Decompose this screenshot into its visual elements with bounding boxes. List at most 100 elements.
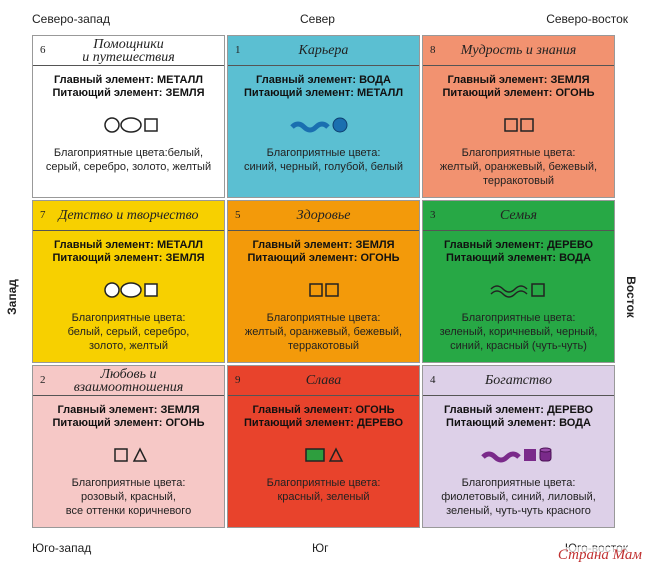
- colors-line: Благоприятные цвета:белый,: [53, 147, 204, 159]
- bagua-cell: 5 Здоровье Главный элемент: ЗЕМЛЯ Питающий …: [227, 200, 420, 363]
- feeding-element: Питающий элемент: ЗЕМЛЯ: [52, 87, 205, 99]
- compass-label: Северо-запад: [32, 12, 110, 26]
- cell-title: Богатство: [484, 373, 553, 388]
- feeding-element: Питающий элемент: ОГОНЬ: [52, 417, 205, 429]
- bagua-cell: 2 Любовь и взаимоотношения Главный элемент:…: [32, 365, 225, 528]
- cell-title: Карьера: [298, 43, 349, 58]
- colors-line: розовый, красный,: [81, 491, 176, 503]
- favorable-colors: Благоприятные цвета: фиолетовый, синий, л…: [423, 476, 614, 518]
- elements: Главный элемент: ЗЕМЛЯ Питающий элемент: …: [228, 239, 419, 265]
- colors-line: Благоприятные цвета:: [71, 477, 186, 489]
- feeding-element: Питающий элемент: ВОДА: [446, 417, 591, 429]
- colors-line: Благоприятные цвета:: [461, 147, 576, 159]
- colors-line: фиолетовый, синий, лиловый,: [441, 491, 596, 503]
- main-element: Главный элемент: ЗЕМЛЯ: [447, 74, 590, 86]
- cell-title: Детство и творчество: [58, 208, 199, 223]
- main-element: Главный элемент: ЗЕМЛЯ: [252, 239, 395, 251]
- cell-header: 6 Помощники и путешествия: [33, 36, 224, 66]
- compass-label: Восток: [623, 276, 638, 318]
- element-symbols: [480, 447, 551, 463]
- cell-number: 1: [235, 44, 241, 56]
- bagua-cell: 9 Слава Главный элемент: ОГОНЬ Питающий эле…: [227, 365, 420, 528]
- favorable-colors: Благоприятные цвета: розовый, красный, все…: [33, 476, 224, 518]
- compass-label: Север: [300, 12, 335, 26]
- cell-header: 4 Богатство: [423, 366, 614, 396]
- colors-line: желтый, оранжевый, бежевый,: [439, 161, 598, 173]
- elements: Главный элемент: ОГОНЬ Питающий элемент: …: [228, 404, 419, 430]
- feeding-element: Питающий элемент: ОГОНЬ: [247, 252, 400, 264]
- watermark: Страна Мам: [557, 547, 642, 564]
- feeding-element: Питающий элемент: МЕТАЛЛ: [243, 87, 404, 99]
- colors-line: серый, серебро, золото, желтый: [45, 161, 212, 173]
- element-symbols: [489, 283, 545, 298]
- cell-header: 8 Мудрость и знания: [423, 36, 614, 66]
- compass-label: Юг: [312, 541, 329, 555]
- compass-label: Запад: [4, 279, 19, 315]
- main-element: Главный элемент: ДЕРЕВО: [443, 239, 594, 251]
- colors-line: Благоприятные цвета:: [266, 477, 381, 489]
- colors-line: Благоприятные цвета:: [266, 147, 381, 159]
- bagua-cell: 8 Мудрость и знания Главный элемент: ЗЕМЛЯ…: [422, 35, 615, 198]
- main-element: Главный элемент: ВОДА: [256, 74, 391, 86]
- elements: Главный элемент: ЗЕМЛЯ Питающий элемент: …: [33, 404, 224, 430]
- colors-line: красный, зеленый: [277, 491, 370, 503]
- cell-title: Помощники: [93, 36, 164, 52]
- cell-number: 6: [40, 44, 46, 56]
- cell-number: 9: [235, 374, 241, 386]
- cell-title: Здоровье: [296, 208, 351, 223]
- bagua-cell: 7 Детство и творчество Главный элемент: МЕ…: [32, 200, 225, 363]
- bagua-cell: 1 Карьера Главный элемент: ВОДА Питающий эл…: [227, 35, 420, 198]
- cell-header: 7 Детство и творчество: [33, 201, 224, 231]
- compass-label: Северо-восток: [546, 12, 628, 26]
- element-symbols: [304, 447, 343, 462]
- colors-line: терракотовый: [287, 340, 360, 352]
- bagua-cell: 3 Семья Главный элемент: ДЕРЕВО Питающий эл…: [422, 200, 615, 363]
- colors-line: Благоприятные цвета:: [71, 312, 186, 324]
- cell-title: Слава: [305, 373, 342, 388]
- cell-number: 7: [40, 209, 46, 221]
- feeding-element: Питающий элемент: ДЕРЕВО: [243, 417, 404, 429]
- colors-line: Благоприятные цвета:: [266, 312, 381, 324]
- colors-line: синий, черный, голубой, белый: [243, 161, 404, 173]
- element-symbols: [103, 117, 158, 133]
- cell-title: Семья: [499, 208, 538, 223]
- compass-label: Юго-запад: [32, 541, 92, 555]
- bagua-cell: 6 Помощники и путешествия Главный элемент: …: [32, 35, 225, 198]
- favorable-colors: Благоприятные цвета: белый, серый, серебр…: [33, 311, 224, 353]
- main-element: Главный элемент: МЕТАЛЛ: [53, 239, 204, 251]
- cell-title: взаимоотношения: [73, 379, 184, 395]
- bagua-cell: 4 Богатство Главный элемент: ДЕРЕВО Питающи…: [422, 365, 615, 528]
- colors-line: синий, красный (чуть-чуть): [450, 340, 587, 352]
- main-element: Главный элемент: ЗЕМЛЯ: [57, 404, 200, 416]
- cell-header: 5 Здоровье: [228, 201, 419, 231]
- favorable-colors: Благоприятные цвета: желтый, оранжевый, б…: [423, 146, 614, 188]
- main-element: Главный элемент: МЕТАЛЛ: [53, 74, 204, 86]
- cell-number: 5: [235, 209, 241, 221]
- elements: Главный элемент: ВОДА Питающий элемент: М…: [228, 74, 419, 100]
- element-symbols: [289, 117, 347, 133]
- colors-line: Благоприятные цвета:: [461, 477, 576, 489]
- cell-number: 4: [430, 374, 436, 386]
- feeding-element: Питающий элемент: ОГОНЬ: [442, 87, 595, 99]
- favorable-colors: Благоприятные цвета: зеленый, коричневый,…: [423, 311, 614, 353]
- element-symbols: [308, 283, 339, 297]
- colors-line: зеленый, коричневый, черный,: [439, 326, 598, 338]
- elements: Главный элемент: МЕТАЛЛ Питающий элемент:…: [33, 239, 224, 265]
- feeding-element: Питающий элемент: ЗЕМЛЯ: [52, 252, 205, 264]
- cell-header: 3 Семья: [423, 201, 614, 231]
- cell-number: 3: [430, 209, 436, 221]
- colors-line: желтый, оранжевый, бежевый,: [244, 326, 403, 338]
- cell-number: 8: [430, 44, 436, 56]
- main-element: Главный элемент: ОГОНЬ: [252, 404, 395, 416]
- cell-title: Любовь и: [100, 366, 157, 382]
- cell-number: 2: [40, 374, 46, 386]
- favorable-colors: Благоприятные цвета: синий, черный, голуб…: [228, 146, 419, 174]
- colors-line: терракотовый: [482, 175, 555, 187]
- cell-header: 2 Любовь и взаимоотношения: [33, 366, 224, 396]
- colors-line: белый, серый, серебро,: [67, 326, 190, 338]
- feeding-element: Питающий элемент: ВОДА: [446, 252, 591, 264]
- colors-line: все оттенки коричневого: [65, 505, 192, 517]
- elements: Главный элемент: МЕТАЛЛ Питающий элемент:…: [33, 74, 224, 100]
- element-symbols: [113, 447, 147, 462]
